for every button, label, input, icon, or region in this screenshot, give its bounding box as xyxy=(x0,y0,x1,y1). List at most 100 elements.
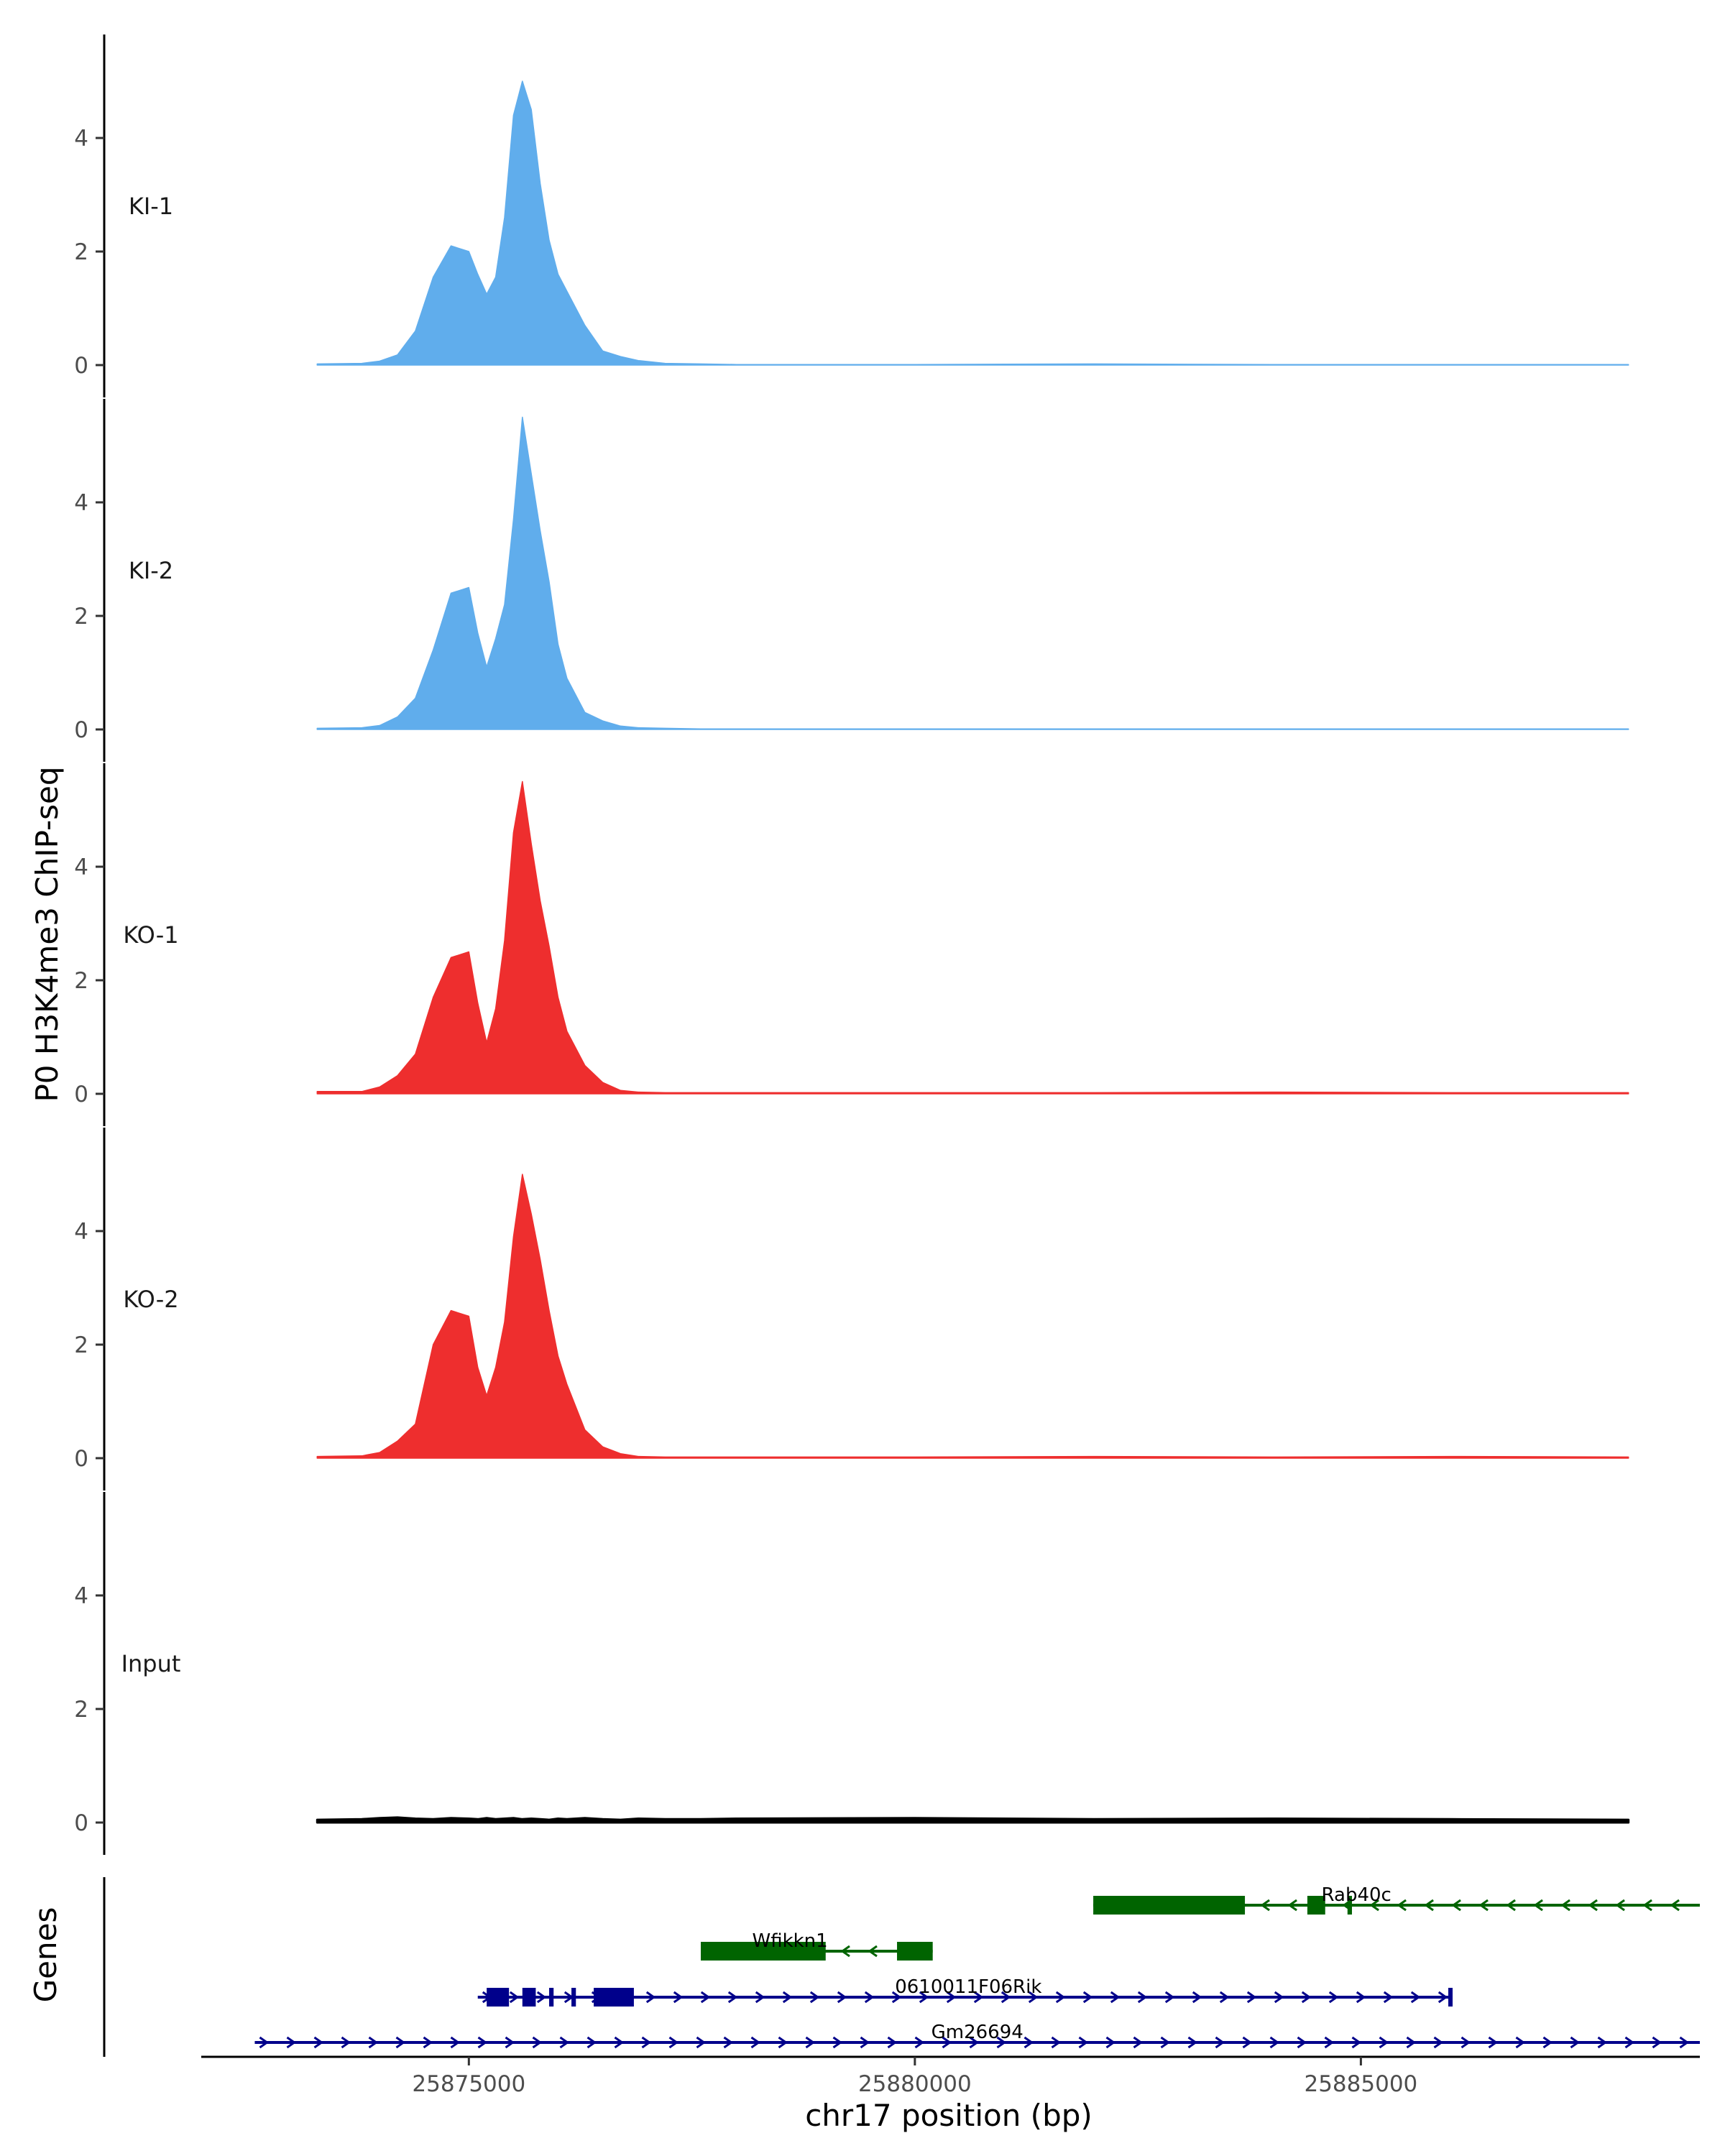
track-ki-1: 0 2 4 KI-1 xyxy=(74,34,1629,397)
y-tick-label: 0 xyxy=(74,1810,88,1836)
x-tick-label: 25885000 xyxy=(1304,2071,1417,2097)
strand-arrow xyxy=(668,2036,679,2049)
strand-arrow xyxy=(840,1945,850,1958)
y-tick-label: 4 xyxy=(74,854,88,880)
strand-arrow xyxy=(1515,2036,1526,2049)
signal-area-ko-1 xyxy=(316,780,1629,1095)
y-tick-label: 4 xyxy=(74,490,88,516)
strand-arrow xyxy=(536,1991,547,2004)
strand-arrow xyxy=(1301,1991,1312,2004)
y-tick-label: 4 xyxy=(74,1583,88,1609)
x-tick-label: 25875000 xyxy=(412,2071,525,2097)
gene-label: Wfikkn1 xyxy=(752,1930,827,1952)
strand-arrow xyxy=(973,1991,984,2004)
strand-arrow xyxy=(1383,1991,1394,2004)
strand-arrow xyxy=(969,2036,980,2049)
strand-arrow xyxy=(1670,1899,1680,1912)
strand-arrow xyxy=(1369,1899,1379,1912)
gene-wfikkn1: Wfikkn1 xyxy=(701,1930,933,1961)
track-label: KI-1 xyxy=(129,193,173,220)
gene-annotation-panel: Rab40c Wfikkn1 0610011F06Rik Gm26694 xyxy=(103,1877,1700,2057)
x-tick-label: 25880000 xyxy=(858,2071,972,2097)
strand-arrow xyxy=(1560,1899,1570,1912)
strand-arrow xyxy=(832,2036,843,2049)
signal-area-ki-2 xyxy=(316,416,1629,730)
y-tick-label: 2 xyxy=(74,1697,88,1723)
strand-arrow xyxy=(1164,1991,1175,2004)
gene-label: Gm26694 xyxy=(932,2022,1024,2043)
y-tick-label: 2 xyxy=(74,604,88,630)
gene-exon xyxy=(701,1942,826,1961)
y-tick-label: 4 xyxy=(74,1219,88,1245)
strand-arrow xyxy=(942,2036,952,2049)
strand-arrow xyxy=(1000,1991,1011,2004)
strand-arrow xyxy=(1242,2036,1253,2049)
y-tick-label: 0 xyxy=(74,353,88,379)
gene-rab40c: Rab40c xyxy=(1093,1884,1700,1915)
track-ki-2: 0 2 4 KI-2 xyxy=(74,399,1629,762)
strand-arrow xyxy=(809,1991,820,2004)
strand-arrow xyxy=(1055,1991,1066,2004)
strand-arrow xyxy=(837,1991,847,2004)
strand-arrow xyxy=(368,2036,379,2049)
strand-arrow xyxy=(1624,2036,1635,2049)
gene-gm26694: Gm26694 xyxy=(254,2022,1700,2049)
strand-arrow xyxy=(1082,1991,1093,2004)
strand-arrow xyxy=(641,2036,652,2049)
strand-arrow xyxy=(1433,2036,1444,2049)
strand-arrow xyxy=(1406,2036,1417,2049)
strand-arrow xyxy=(423,2036,433,2049)
y-tick-label: 2 xyxy=(74,1332,88,1358)
strand-arrow xyxy=(395,2036,406,2049)
strand-arrow xyxy=(286,2036,297,2049)
strand-arrow xyxy=(1397,1899,1407,1912)
gene-label: Rab40c xyxy=(1322,1884,1392,1906)
strand-arrow xyxy=(645,1991,656,2004)
track-input: 0 2 4 Input xyxy=(74,1492,1630,1855)
y-tick-label: 0 xyxy=(74,717,88,743)
strand-arrow xyxy=(1379,2036,1389,2049)
strand-arrow xyxy=(1137,1991,1148,2004)
strand-arrow xyxy=(782,1991,793,2004)
gene-exon xyxy=(487,1988,510,2007)
gene-exon xyxy=(1448,1988,1453,2007)
signal-tracks: 0 2 4 KI-1 0 2 4 KI-2 0 2 4 KO-1 0 2 4 KO-2 0 2 4 Input xyxy=(74,34,1630,1855)
strand-arrow xyxy=(1219,1991,1230,2004)
strand-arrow xyxy=(1460,2036,1471,2049)
strand-arrow xyxy=(696,2036,707,2049)
strand-arrow xyxy=(1488,2036,1499,2049)
strand-arrow xyxy=(1028,1991,1039,2004)
strand-arrow xyxy=(1570,2036,1581,2049)
strand-arrow xyxy=(1078,2036,1089,2049)
strand-arrow xyxy=(755,1991,765,2004)
y-tick-label: 0 xyxy=(74,1446,88,1472)
strand-arrow xyxy=(1356,1991,1366,2004)
x-axis-title: chr17 position (bp) xyxy=(805,2098,1092,2133)
strand-arrow xyxy=(1192,1991,1202,2004)
gene-exon xyxy=(1093,1896,1246,1915)
strand-arrow xyxy=(1652,2036,1662,2049)
strand-arrow xyxy=(532,2036,543,2049)
track-label: KO-1 xyxy=(123,921,178,949)
y-tick-label: 0 xyxy=(74,1082,88,1107)
x-axis: 25875000 25880000 25885000 xyxy=(201,2055,1700,2097)
strand-arrow xyxy=(1438,1991,1448,2004)
gene-exon xyxy=(594,1988,634,2007)
strand-arrow xyxy=(891,1991,902,2004)
strand-arrow xyxy=(341,2036,351,2049)
gene-exon xyxy=(571,1988,576,2007)
strand-arrow xyxy=(1615,1899,1625,1912)
strand-arrow xyxy=(1542,2036,1553,2049)
strand-arrow xyxy=(1328,1991,1339,2004)
strand-arrow xyxy=(259,2036,270,2049)
strand-arrow xyxy=(1424,1899,1434,1912)
strand-arrow xyxy=(614,2036,625,2049)
strand-arrow xyxy=(1642,1899,1652,1912)
gene-exon xyxy=(1347,1896,1352,1915)
strand-arrow xyxy=(1478,1899,1489,1912)
gene-0610011f06rik: 0610011F06Rik xyxy=(477,1976,1453,2007)
strand-arrow xyxy=(1260,1899,1270,1912)
strand-arrow xyxy=(1274,1991,1284,2004)
y-tick-label: 2 xyxy=(74,968,88,994)
